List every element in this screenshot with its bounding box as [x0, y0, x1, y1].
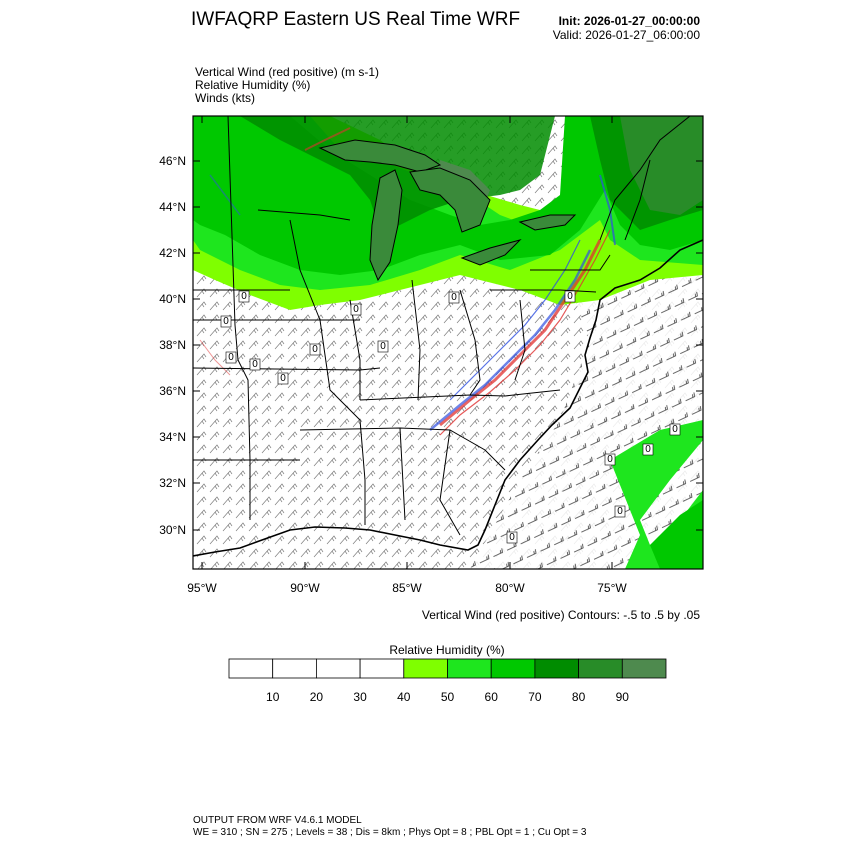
lat-label: 34°N	[159, 430, 186, 444]
legend-label: 80	[572, 690, 586, 704]
boundaries	[193, 116, 703, 557]
contour-label: 0	[380, 341, 386, 352]
contour-label: 0	[280, 373, 286, 384]
legend-swatch	[315, 658, 361, 679]
contour-note: Vertical Wind (red positive) Contours: -…	[421, 608, 700, 622]
legend-label: 10	[266, 690, 280, 704]
valid-time: Valid: 2026-01-27_06:00:00	[552, 28, 700, 42]
contour-label-box	[604, 453, 616, 466]
field-vertical-wind: Vertical Wind (red positive) (m s-1)	[195, 65, 380, 79]
lon-label: 80°W	[495, 581, 525, 595]
field-winds: Winds (kts)	[195, 91, 255, 105]
legend-swatch	[578, 658, 623, 679]
contour-label: 0	[509, 532, 515, 543]
contour-label-box	[564, 290, 576, 303]
lat-label: 38°N	[159, 338, 186, 352]
legend-label: 30	[353, 690, 367, 704]
legend-label: 40	[397, 690, 411, 704]
contour-label: 0	[223, 316, 229, 327]
contour-label-box	[642, 443, 654, 456]
contour-label: 0	[645, 444, 651, 455]
contour-label: 0	[567, 291, 573, 302]
lat-label: 42°N	[159, 246, 186, 260]
contour-label-box	[309, 343, 321, 356]
lat-label: 32°N	[159, 476, 186, 490]
contour-label: 0	[312, 344, 318, 355]
great-lakes	[318, 139, 577, 282]
contour-label-box	[225, 351, 237, 364]
contour-label-box	[614, 505, 626, 518]
humidity-legend-labels: 10 20 30 40 50 60 70 80 90	[266, 690, 629, 704]
legend-swatch	[359, 658, 405, 679]
longitude-axis: 95°W 90°W 85°W 80°W 75°W	[187, 116, 627, 595]
legend-swatch	[534, 658, 580, 679]
lon-label: 90°W	[290, 581, 320, 595]
contour-label-box	[249, 358, 261, 371]
legend-swatch	[447, 658, 492, 679]
latitude-axis: 46°N 44°N 42°N 40°N 38°N 36°N 34°N 32°N 30°N	[159, 154, 703, 537]
lon-label: 75°W	[597, 581, 627, 595]
contour-label-box	[377, 340, 389, 353]
lon-label: 95°W	[187, 581, 217, 595]
contour-label: 0	[241, 291, 247, 302]
footer-config: WE = 310 ; SN = 275 ; Levels = 38 ; Dis …	[193, 827, 587, 838]
legend-title: Relative Humidity (%)	[389, 643, 505, 657]
footer-model: OUTPUT FROM WRF V4.6.1 MODEL	[193, 815, 362, 826]
contour-label: 0	[228, 352, 234, 363]
legend-label: 60	[485, 690, 499, 704]
lat-label: 44°N	[159, 200, 186, 214]
map-panel	[193, 116, 703, 569]
contour-label-box	[350, 303, 362, 316]
contour-label-box	[506, 531, 518, 544]
legend-label: 50	[441, 690, 455, 704]
map-border	[192, 115, 704, 570]
contour-label-box	[669, 423, 681, 436]
lat-label: 36°N	[159, 384, 186, 398]
legend-label: 90	[616, 690, 630, 704]
lat-label: 46°N	[159, 154, 186, 168]
humidity-legend-bar	[228, 658, 667, 679]
legend-swatch	[490, 658, 536, 679]
field-relative-humidity: Relative Humidity (%)	[195, 78, 311, 92]
contour-label-box	[238, 290, 250, 303]
lat-label: 30°N	[159, 523, 186, 537]
plot-title: IWFAQRP Eastern US Real Time WRF	[191, 9, 521, 30]
lat-label: 40°N	[159, 292, 186, 306]
contour-label: 0	[607, 454, 613, 465]
contour-label: 0	[252, 359, 258, 370]
legend-swatch	[228, 658, 274, 679]
legend-swatch	[403, 658, 448, 679]
contour-label: 0	[451, 292, 457, 303]
legend-label: 20	[310, 690, 324, 704]
contour-label-box	[277, 372, 289, 385]
contour-label: 0	[617, 506, 623, 517]
legend-swatch	[621, 658, 667, 679]
contour-label: 0	[672, 424, 678, 435]
contour-label-box	[220, 315, 232, 328]
contour-label: 0	[353, 304, 359, 315]
legend-label: 70	[528, 690, 542, 704]
contour-label-box	[448, 291, 460, 304]
lon-label: 85°W	[392, 581, 422, 595]
contour-labels: 0 0 0 0 0 0 0 0 0 0 0 0 0 0 0	[220, 290, 681, 544]
legend-swatch	[272, 658, 317, 679]
init-time: Init: 2026-01-27_00:00:00	[558, 14, 700, 28]
